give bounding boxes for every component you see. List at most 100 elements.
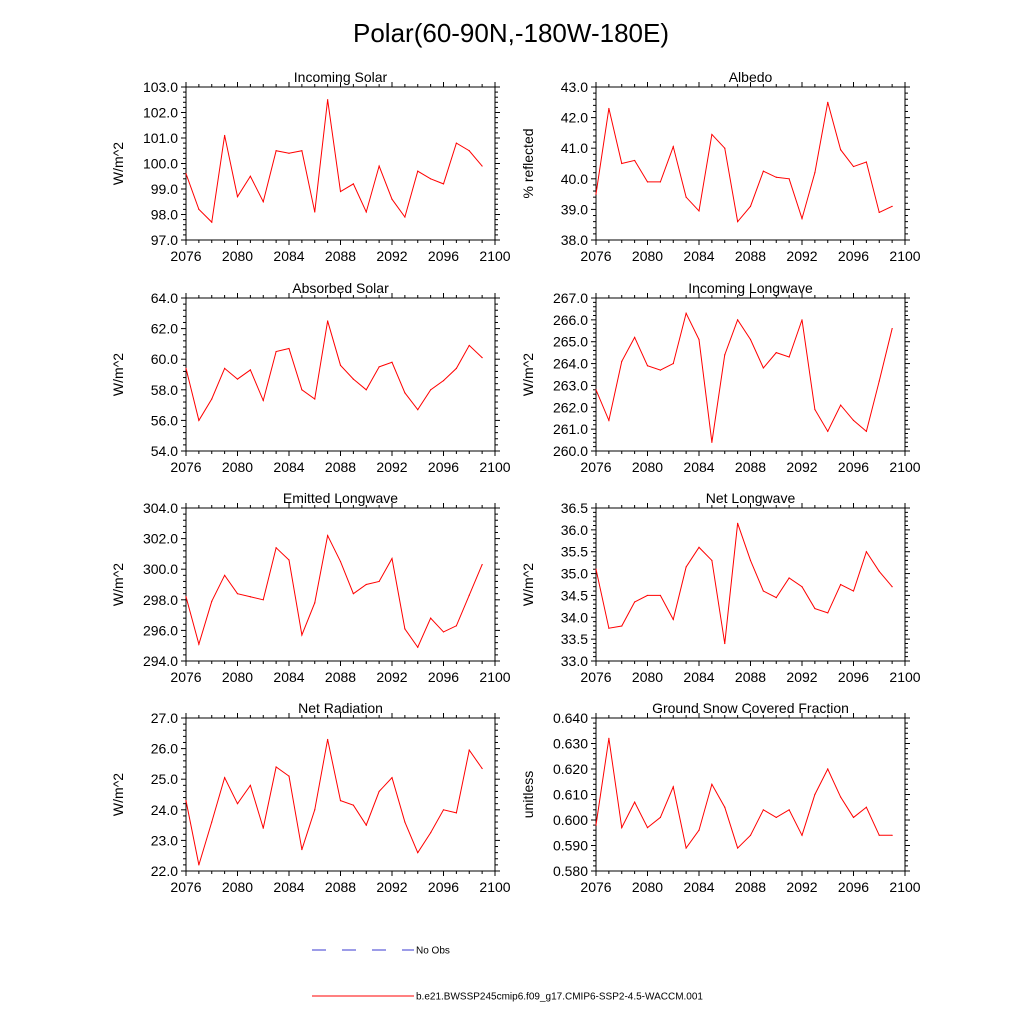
x-tick-label: 2100 bbox=[479, 669, 510, 685]
data-point bbox=[391, 777, 393, 779]
data-point bbox=[301, 389, 303, 391]
data-point bbox=[762, 367, 764, 369]
panel-6: Net Longwave W/m^2 33.0 33.5 34.0 34.5 35.0 35.… bbox=[520, 490, 921, 685]
x-tick-label: 2096 bbox=[428, 459, 459, 475]
legend: No Obs b.e21.BWSSP245cmip6.f09_g17.CMIP6… bbox=[312, 946, 703, 1003]
plot-frame bbox=[185, 717, 496, 872]
x-tick-label: 2084 bbox=[273, 248, 304, 264]
data-point bbox=[711, 559, 713, 562]
data-point bbox=[840, 583, 842, 586]
data-point bbox=[621, 625, 623, 627]
legend-obs-label: No Obs bbox=[416, 946, 450, 957]
data-point bbox=[621, 162, 623, 165]
data-point bbox=[852, 590, 855, 592]
x-tick-label: 2088 bbox=[735, 669, 766, 685]
y-tick-label: 261.0 bbox=[553, 421, 588, 437]
y-tick-label: 264.0 bbox=[553, 356, 588, 372]
legend-model-label: b.e21.BWSSP245cmip6.f09_g17.CMIP6-SSP2-4… bbox=[416, 992, 703, 1003]
data-point bbox=[711, 441, 713, 443]
data-point bbox=[339, 364, 342, 366]
data-point bbox=[275, 766, 277, 768]
data-point bbox=[865, 806, 867, 808]
data-point bbox=[249, 369, 251, 371]
data-point bbox=[865, 161, 867, 163]
y-tick-label: 41.0 bbox=[561, 140, 588, 156]
data-point bbox=[262, 599, 264, 601]
panel-title: Albedo bbox=[729, 69, 773, 85]
panel-title: Emitted Longwave bbox=[283, 490, 398, 506]
data-point bbox=[621, 360, 623, 362]
panel-title: Absorbed Solar bbox=[292, 280, 389, 296]
x-tick-label: 2080 bbox=[222, 459, 253, 475]
data-point bbox=[275, 350, 277, 353]
data-point bbox=[775, 597, 777, 599]
data-point bbox=[659, 594, 661, 597]
data-point bbox=[724, 642, 726, 645]
data-point bbox=[698, 210, 700, 212]
data-point bbox=[249, 175, 251, 177]
data-point bbox=[788, 809, 790, 811]
data-point bbox=[749, 205, 752, 207]
data-point bbox=[198, 643, 200, 645]
x-tick-label: 2096 bbox=[428, 879, 459, 895]
x-tick-label: 2076 bbox=[170, 459, 201, 475]
y-tick-label: 97.0 bbox=[151, 232, 178, 248]
y-axis-label: W/m^2 bbox=[520, 563, 536, 606]
data-point bbox=[236, 803, 239, 805]
y-tick-label: 36.0 bbox=[561, 522, 588, 538]
data-point bbox=[788, 577, 790, 579]
x-tick-label: 2084 bbox=[273, 459, 304, 475]
data-point bbox=[288, 559, 290, 561]
data-point bbox=[608, 419, 610, 421]
x-tick-label: 2080 bbox=[632, 669, 663, 685]
x-tick-label: 2076 bbox=[170, 248, 201, 264]
series-line bbox=[595, 738, 893, 850]
x-tick-label: 2084 bbox=[683, 879, 714, 895]
data-point bbox=[198, 864, 200, 866]
plot-frame bbox=[595, 717, 906, 872]
panel-title: Incoming Solar bbox=[294, 69, 388, 85]
data-point bbox=[865, 551, 867, 553]
y-tick-label: 101.0 bbox=[143, 130, 178, 146]
y-tick-label: 0.630 bbox=[553, 736, 588, 752]
data-point bbox=[646, 181, 649, 183]
data-point bbox=[339, 800, 342, 802]
panel-title: Ground Snow Covered Fraction bbox=[652, 700, 849, 716]
data-point bbox=[430, 389, 432, 391]
data-point bbox=[185, 800, 187, 802]
x-tick-label: 2092 bbox=[786, 669, 817, 685]
data-point bbox=[391, 198, 393, 200]
y-tick-label: 25.0 bbox=[151, 771, 178, 787]
data-point bbox=[878, 380, 880, 382]
plot-frame bbox=[595, 297, 906, 452]
series-line bbox=[595, 523, 893, 644]
x-tick-label: 2080 bbox=[222, 879, 253, 895]
y-tick-label: 260.0 bbox=[553, 443, 588, 459]
data-point bbox=[891, 586, 893, 588]
data-point bbox=[352, 378, 354, 380]
data-point bbox=[724, 354, 726, 356]
data-point bbox=[646, 365, 649, 367]
data-point bbox=[852, 165, 855, 168]
data-point bbox=[698, 829, 700, 831]
x-tick-label: 2080 bbox=[632, 879, 663, 895]
data-point bbox=[621, 827, 623, 829]
data-point bbox=[659, 181, 661, 183]
data-point bbox=[404, 821, 406, 823]
plot-frame bbox=[185, 507, 496, 662]
data-point bbox=[685, 847, 687, 849]
data-point bbox=[878, 834, 880, 836]
data-point bbox=[455, 142, 457, 144]
data-point bbox=[840, 149, 842, 151]
y-tick-label: 60.0 bbox=[151, 351, 178, 367]
x-tick-label: 2092 bbox=[786, 248, 817, 264]
y-tick-label: 100.0 bbox=[143, 156, 178, 172]
data-point bbox=[378, 366, 380, 368]
y-axis-label: unitless bbox=[520, 771, 536, 818]
data-point bbox=[827, 430, 829, 432]
data-point bbox=[749, 559, 752, 562]
data-point bbox=[185, 367, 187, 369]
data-point bbox=[301, 634, 303, 636]
x-tick-label: 2088 bbox=[325, 669, 356, 685]
data-point bbox=[659, 816, 661, 819]
